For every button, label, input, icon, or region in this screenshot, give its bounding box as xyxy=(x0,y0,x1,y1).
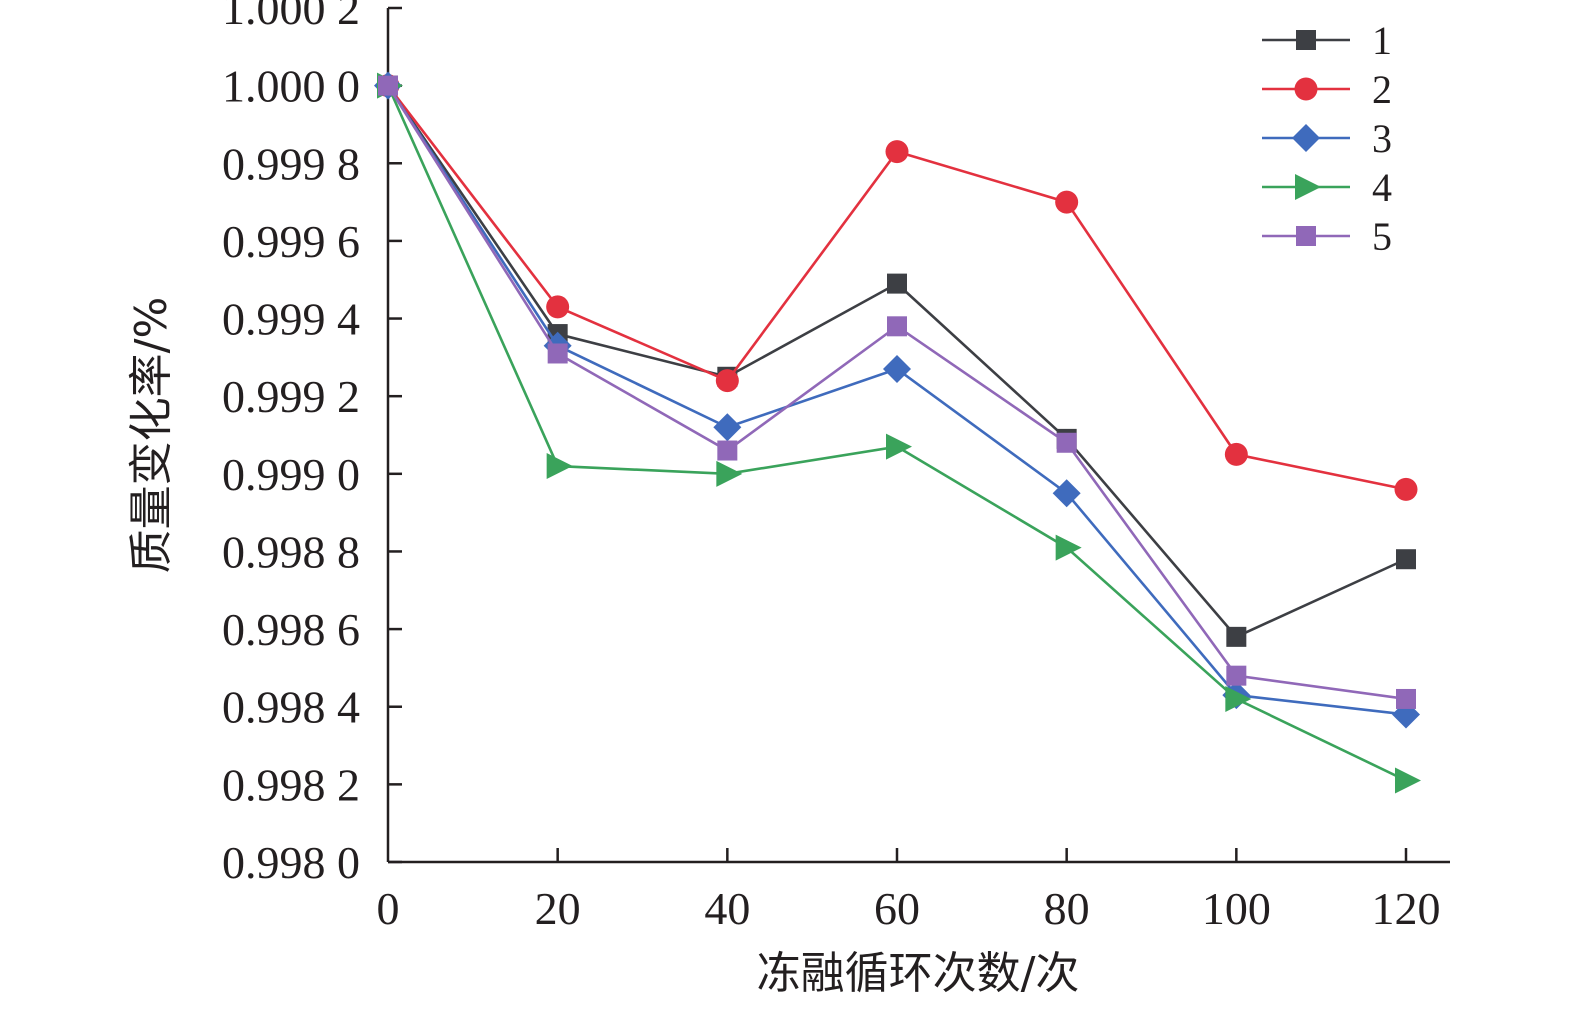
data-point xyxy=(1055,190,1079,214)
data-point xyxy=(1396,549,1416,570)
y-tick-label: 1.000 0 xyxy=(222,61,360,112)
legend-item: 2 xyxy=(1262,67,1392,112)
data-point xyxy=(886,433,912,460)
x-tick-label: 120 xyxy=(1372,883,1441,934)
x-tick-label: 80 xyxy=(1044,883,1090,934)
data-point xyxy=(1394,477,1418,501)
data-point xyxy=(378,75,398,96)
data-point xyxy=(1395,767,1421,794)
series-line xyxy=(386,84,1407,716)
legend-label: 5 xyxy=(1372,214,1392,259)
y-tick-label: 0.999 2 xyxy=(222,371,360,422)
series-4 xyxy=(377,72,1421,794)
y-tick-label: 0.999 6 xyxy=(222,216,360,267)
data-point xyxy=(546,453,573,480)
x-tick-label: 100 xyxy=(1202,883,1271,934)
data-point xyxy=(1226,665,1247,686)
y-tick-label: 0.999 0 xyxy=(222,449,360,500)
series-5 xyxy=(378,75,1416,709)
legend-marker xyxy=(1296,30,1316,50)
y-tick-label: 0.998 2 xyxy=(222,759,360,810)
y-tick-label: 0.998 0 xyxy=(222,837,360,888)
legend-marker xyxy=(1292,124,1320,152)
legend-label: 3 xyxy=(1372,116,1392,161)
data-point xyxy=(713,413,742,442)
data-point xyxy=(717,440,738,461)
data-point xyxy=(1056,432,1077,453)
data-point xyxy=(547,343,568,364)
series-layer xyxy=(374,71,1421,794)
series-2 xyxy=(376,74,1418,501)
legend-marker xyxy=(1294,77,1318,101)
data-point xyxy=(1226,626,1247,647)
data-point xyxy=(546,295,570,319)
data-point xyxy=(1396,688,1416,709)
data-point xyxy=(1052,479,1081,508)
series-3 xyxy=(374,71,1420,729)
legend-marker xyxy=(1296,226,1316,246)
series-line xyxy=(386,84,1407,701)
legend-label: 4 xyxy=(1372,165,1392,210)
data-point xyxy=(887,273,907,294)
legend-marker xyxy=(1295,174,1321,200)
axes: 1.000 2 1.000 0 0.999 8 0.999 6 0.999 4 0.999… xyxy=(222,0,1450,934)
y-tick-label: 1.000 2 xyxy=(222,0,360,34)
legend-label: 2 xyxy=(1372,67,1392,112)
data-point xyxy=(716,460,743,487)
data-point xyxy=(887,316,907,337)
data-point xyxy=(885,140,909,164)
legend-item: 5 xyxy=(1262,214,1392,259)
y-ticks: 1.000 2 1.000 0 0.999 8 0.999 6 0.999 4 0.999… xyxy=(222,0,402,888)
data-point xyxy=(715,369,739,393)
data-point xyxy=(1055,534,1082,561)
x-tick-label: 20 xyxy=(535,883,581,934)
legend-item: 4 xyxy=(1262,165,1392,210)
legend-item: 1 xyxy=(1262,18,1392,63)
series-line xyxy=(386,85,1407,782)
y-tick-label: 0.998 4 xyxy=(222,682,360,733)
x-tick-label: 0 xyxy=(377,883,400,934)
data-point xyxy=(1224,442,1248,466)
y-tick-label: 0.998 8 xyxy=(222,526,360,577)
y-tick-label: 0.999 8 xyxy=(222,138,360,189)
x-axis-title: 冻融循环次数/次 xyxy=(757,948,1080,999)
legend-label: 1 xyxy=(1372,18,1392,63)
x-ticks: 0 20 40 60 80 100 120 xyxy=(377,848,1441,934)
data-point xyxy=(883,355,911,384)
y-tick-label: 0.999 4 xyxy=(222,294,360,345)
legend-item: 3 xyxy=(1262,116,1392,161)
x-tick-label: 40 xyxy=(704,883,750,934)
y-axis-title: 质量变化率/% xyxy=(126,297,177,574)
data-point xyxy=(1225,685,1252,712)
y-tick-label: 0.998 6 xyxy=(222,604,360,655)
x-tick-label: 60 xyxy=(874,883,920,934)
